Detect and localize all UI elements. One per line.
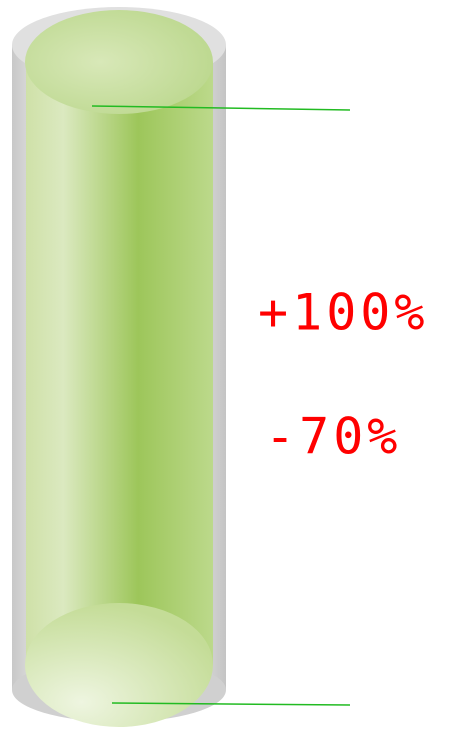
lower-readout: -70%: [265, 408, 401, 466]
liquid-body: [26, 62, 213, 665]
liquid-top: [25, 10, 213, 114]
liquid-bottom: [25, 603, 213, 727]
liquid: [25, 10, 213, 727]
bottom-marker-line: [111, 702, 351, 706]
top-marker-line: [91, 105, 351, 111]
upper-readout: +100%: [258, 284, 429, 342]
